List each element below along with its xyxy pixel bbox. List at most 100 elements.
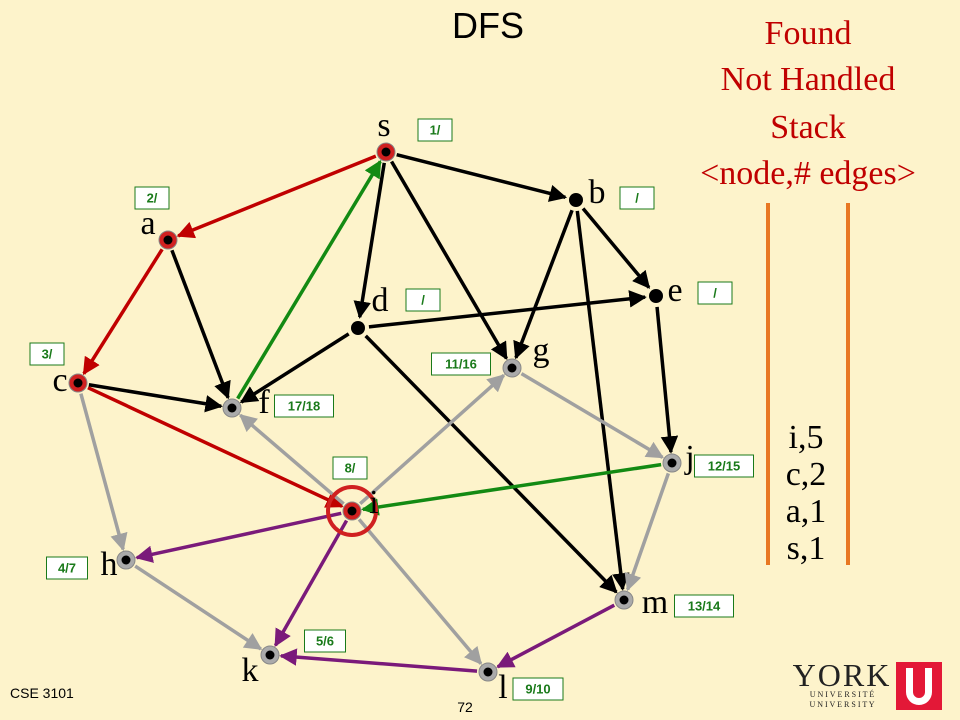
edge bbox=[82, 248, 164, 376]
stack-item: a,1 bbox=[786, 493, 827, 530]
time-box bbox=[431, 352, 491, 376]
edge bbox=[624, 472, 671, 592]
node-dot bbox=[121, 555, 131, 565]
node-label: c bbox=[52, 362, 67, 399]
time-box bbox=[694, 454, 754, 478]
edge bbox=[368, 290, 647, 329]
edge bbox=[361, 462, 662, 516]
time-box bbox=[274, 394, 334, 418]
edge bbox=[396, 152, 568, 202]
time-box bbox=[674, 594, 734, 618]
edge bbox=[390, 160, 508, 361]
edge bbox=[279, 648, 478, 673]
time-box bbox=[417, 118, 453, 142]
time-label: 2/ bbox=[147, 190, 158, 205]
node-label: j bbox=[684, 439, 694, 476]
logo-u bbox=[906, 668, 932, 705]
time-box bbox=[619, 186, 655, 210]
edge bbox=[239, 413, 345, 506]
node-label: e bbox=[667, 272, 682, 309]
node-dot bbox=[507, 363, 517, 373]
stack-item: s,1 bbox=[787, 530, 826, 567]
time-label: 5/6 bbox=[316, 633, 334, 648]
time-label: / bbox=[713, 285, 717, 300]
edge bbox=[134, 564, 263, 651]
edge bbox=[357, 518, 483, 665]
node-dot bbox=[619, 595, 629, 605]
node-dot bbox=[227, 403, 237, 413]
node-dot bbox=[351, 321, 365, 335]
edge bbox=[239, 332, 350, 404]
logo-name: YORK bbox=[793, 657, 892, 693]
node-dot bbox=[381, 147, 391, 157]
node-label: k bbox=[242, 652, 259, 689]
node-dot bbox=[667, 458, 677, 468]
edge bbox=[176, 154, 377, 239]
edge bbox=[496, 603, 616, 669]
time-label: 4/7 bbox=[58, 560, 76, 575]
time-box bbox=[512, 677, 564, 701]
time-label: 13/14 bbox=[688, 598, 721, 613]
legend-stack: Stack bbox=[770, 109, 846, 146]
edges bbox=[79, 152, 679, 673]
node-dot bbox=[265, 650, 275, 660]
stack-item: c,2 bbox=[786, 456, 827, 493]
time-label: 3/ bbox=[42, 346, 53, 361]
edge bbox=[520, 372, 665, 459]
current-node-ring bbox=[326, 485, 378, 537]
node-dot bbox=[73, 378, 83, 388]
time-label: 9/10 bbox=[525, 681, 550, 696]
time-box bbox=[332, 456, 368, 480]
time-label: 12/15 bbox=[708, 458, 741, 473]
edge bbox=[575, 210, 630, 591]
node-dot bbox=[569, 193, 583, 207]
node-label: b bbox=[589, 174, 606, 211]
legend-found: Found bbox=[765, 15, 852, 52]
edge bbox=[513, 209, 574, 360]
node-dot bbox=[347, 506, 357, 516]
course: CSE 3101 bbox=[10, 685, 74, 701]
node-label: d bbox=[372, 282, 389, 319]
edge bbox=[88, 383, 223, 413]
node-label: i bbox=[369, 484, 378, 521]
edge bbox=[236, 159, 382, 400]
edge bbox=[170, 249, 231, 400]
edge bbox=[135, 511, 342, 563]
time-box bbox=[304, 629, 346, 653]
time-box bbox=[29, 342, 65, 366]
node-label: a bbox=[140, 205, 155, 242]
legend-format: <node,# edges> bbox=[700, 155, 916, 192]
edge bbox=[353, 162, 386, 319]
time-label: / bbox=[421, 292, 425, 307]
node-dot bbox=[483, 667, 493, 677]
time-label: 8/ bbox=[345, 460, 356, 475]
edge bbox=[273, 519, 349, 647]
page-number: 72 bbox=[457, 699, 473, 715]
edge bbox=[87, 386, 344, 508]
stack-item: i,5 bbox=[789, 419, 824, 456]
title: DFS bbox=[452, 5, 524, 46]
logo-line: U N I V E R S I T É bbox=[810, 689, 875, 699]
logo-line: U N I V E R S I T Y bbox=[809, 700, 874, 709]
legend-not-handled: Not Handled bbox=[721, 61, 896, 98]
edge bbox=[581, 207, 651, 289]
node-dot bbox=[163, 235, 173, 245]
time-box bbox=[46, 556, 88, 580]
edge bbox=[79, 393, 128, 552]
time-box bbox=[697, 281, 733, 305]
node-label: l bbox=[498, 669, 507, 706]
node-dot bbox=[649, 289, 663, 303]
time-label: 17/18 bbox=[288, 398, 321, 413]
nodes: s 1/a2/b / e / d / g 11/16 c3/f 17/18 j 12/15 i 8/h 4/7… bbox=[29, 107, 754, 706]
edge bbox=[364, 334, 618, 594]
time-label: / bbox=[635, 190, 639, 205]
stack: i,5c,2a,1s,1 bbox=[786, 419, 827, 567]
time-label: 1/ bbox=[430, 122, 441, 137]
time-label: 11/16 bbox=[445, 356, 477, 371]
time-box bbox=[405, 288, 441, 312]
node-label: h bbox=[101, 546, 118, 583]
time-box bbox=[134, 186, 170, 210]
